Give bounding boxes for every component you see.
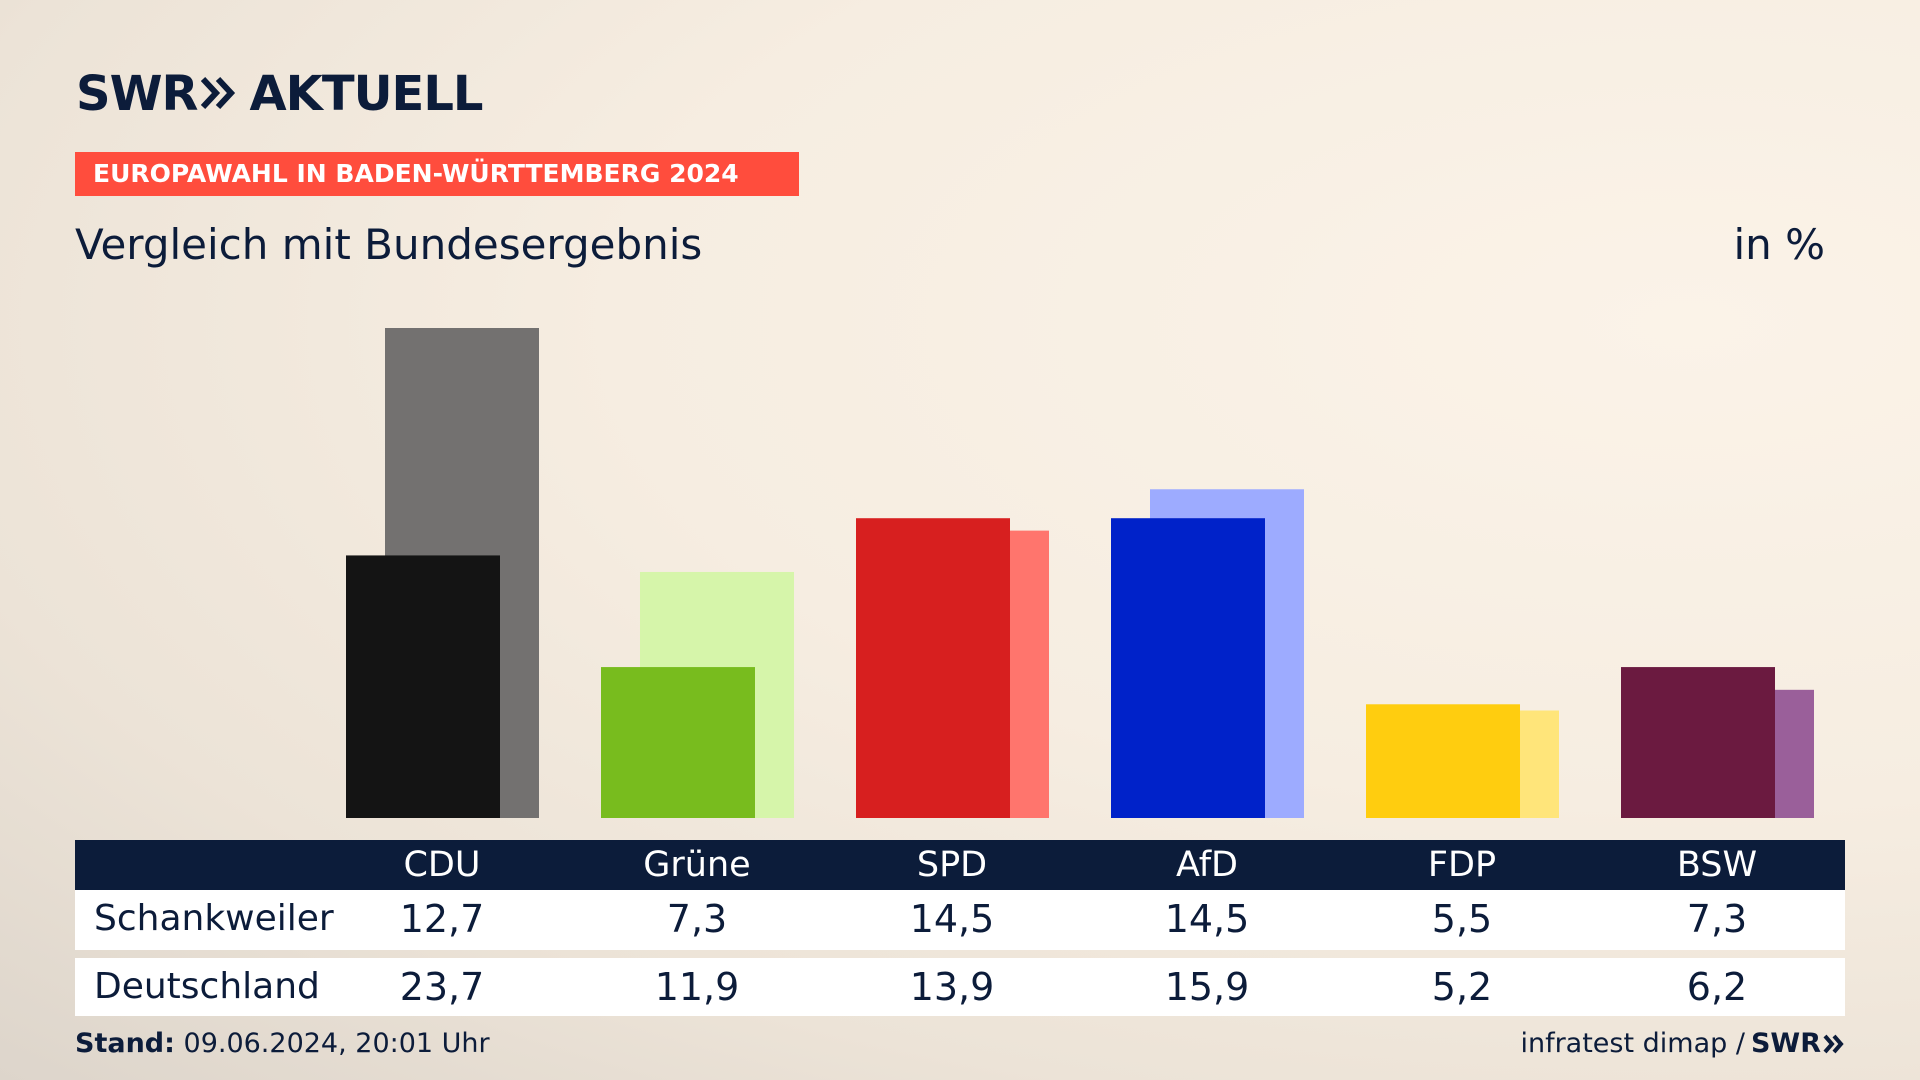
results-table: CDU Grüne SPD AfD FDP BSW Schankweiler 1…: [75, 840, 1845, 1016]
source-text: infratest dimap /: [1520, 1028, 1745, 1059]
swr-aktuell-logo: SWR AKTUELL: [76, 66, 484, 122]
election-banner: EUROPAWAHL IN BADEN-WÜRTTEMBERG 2024: [75, 152, 799, 196]
value-cell: 13,9: [909, 965, 995, 1009]
table-row-deutschland: Deutschland 23,7 11,9 13,9 15,9 5,2 6,2: [75, 958, 1845, 1016]
unit-label: in %: [1733, 220, 1825, 269]
table-header-row: CDU Grüne SPD AfD FDP BSW: [75, 840, 1845, 890]
chart-subtitle: Vergleich mit Bundesergebnis: [75, 220, 703, 269]
header-afd: AfD: [1176, 845, 1238, 885]
header-gruene: Grüne: [643, 845, 751, 885]
logo-swr-text: SWR: [76, 66, 198, 122]
value-cell: 6,2: [1686, 965, 1748, 1009]
bar-schankweiler-gr-ne: [601, 667, 755, 818]
bar-schankweiler-cdu: [346, 555, 500, 818]
row-label-deutschland: Deutschland: [94, 966, 320, 1007]
value-cell: 14,5: [1164, 897, 1250, 941]
stand-label: Stand:: [75, 1028, 175, 1059]
value-cell: 5,2: [1431, 965, 1493, 1009]
bar-schankweiler-bsw: [1621, 667, 1775, 818]
stand-value: 09.06.2024, 20:01 Uhr: [183, 1028, 490, 1059]
source-brand: SWR: [1750, 1028, 1821, 1059]
value-cell: 5,5: [1431, 897, 1493, 941]
header-bsw: BSW: [1676, 845, 1758, 885]
header-cdu: CDU: [403, 845, 481, 885]
value-cell: 7,3: [666, 897, 728, 941]
value-cell: 7,3: [1686, 897, 1748, 941]
value-cell: 15,9: [1164, 965, 1250, 1009]
logo-aktuell-text: AKTUELL: [249, 66, 483, 122]
value-cell: 11,9: [654, 965, 740, 1009]
value-cell: 23,7: [399, 965, 485, 1009]
value-cell: 12,7: [399, 897, 485, 941]
row-label-schankweiler: Schankweiler: [94, 898, 334, 939]
source-credit: infratest dimap / SWR: [1520, 1028, 1845, 1059]
value-cell: 14,5: [909, 897, 995, 941]
header-spd: SPD: [916, 845, 988, 885]
bar-schankweiler-fdp: [1366, 704, 1520, 818]
comparison-bar-chart: [346, 328, 1814, 818]
table-row-schankweiler: Schankweiler 12,7 7,3 14,5 14,5 5,5 7,3: [75, 890, 1845, 950]
bar-schankweiler-afd: [1111, 518, 1265, 818]
header-fdp: FDP: [1427, 845, 1497, 885]
timestamp: Stand: 09.06.2024, 20:01 Uhr: [75, 1028, 490, 1059]
chevron-double-icon: [1823, 1034, 1844, 1053]
chevron-double-icon: [201, 66, 237, 122]
bar-schankweiler-spd: [856, 518, 1010, 818]
